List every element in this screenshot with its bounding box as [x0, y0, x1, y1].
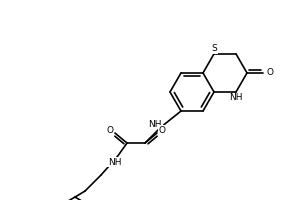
Text: O: O	[158, 126, 166, 135]
Text: O: O	[106, 126, 113, 135]
Text: NH: NH	[108, 158, 122, 167]
Text: O: O	[266, 68, 274, 77]
Text: NH: NH	[148, 120, 162, 129]
Text: S: S	[211, 44, 217, 53]
Text: NH: NH	[229, 94, 243, 102]
